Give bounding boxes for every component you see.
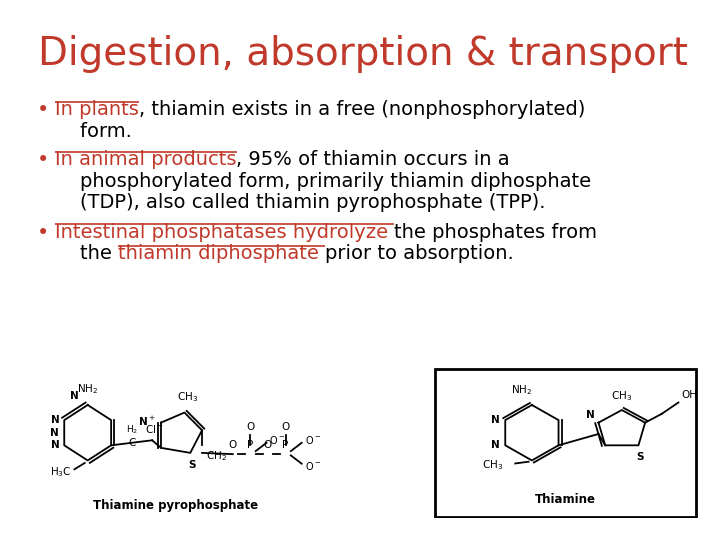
Text: •: • <box>37 100 49 120</box>
Text: the: the <box>55 244 118 264</box>
Text: Digestion, absorption & transport: Digestion, absorption & transport <box>38 35 688 73</box>
Text: form.: form. <box>55 122 132 141</box>
Text: the phosphates from: the phosphates from <box>395 222 598 241</box>
Text: C: C <box>128 438 135 448</box>
Text: N: N <box>490 415 499 425</box>
Text: phosphorylated form, primarily thiamin diphosphate: phosphorylated form, primarily thiamin d… <box>55 172 591 191</box>
Text: H$_3$C: H$_3$C <box>50 465 71 478</box>
Text: prior to absorption.: prior to absorption. <box>325 244 514 264</box>
Text: , thiamin exists in a free (nonphosphorylated): , thiamin exists in a free (nonphosphory… <box>139 100 585 119</box>
Text: NH$_2$: NH$_2$ <box>511 383 533 397</box>
Text: N: N <box>51 440 60 450</box>
Text: CH$_3$: CH$_3$ <box>482 458 503 472</box>
Text: CH$_3$: CH$_3$ <box>611 389 632 403</box>
Text: •: • <box>37 222 49 242</box>
Text: S: S <box>636 453 644 462</box>
Text: N: N <box>586 410 595 420</box>
Text: N: N <box>70 391 79 401</box>
Text: N: N <box>51 415 60 425</box>
Text: (TDP), also called thiamin pyrophosphate (TPP).: (TDP), also called thiamin pyrophosphate… <box>55 193 546 212</box>
Text: N: N <box>490 440 499 450</box>
Text: H$_2$: H$_2$ <box>125 423 138 436</box>
Text: P: P <box>282 440 289 450</box>
Text: O$^-$: O$^-$ <box>269 434 286 446</box>
Text: Intestinal phosphatases hydrolyze: Intestinal phosphatases hydrolyze <box>55 222 395 241</box>
Text: O: O <box>264 440 272 450</box>
Text: O$^-$: O$^-$ <box>305 460 320 472</box>
Text: O$^-$: O$^-$ <box>305 434 320 446</box>
Text: •: • <box>37 150 49 170</box>
Text: Thiamine: Thiamine <box>535 493 595 506</box>
Bar <box>435 369 696 517</box>
Text: N$^+$: N$^+$ <box>138 415 156 428</box>
Text: CH$_3$: CH$_3$ <box>176 390 198 404</box>
Text: , 95% of thiamin occurs in a: , 95% of thiamin occurs in a <box>236 150 510 169</box>
Text: OH: OH <box>682 390 698 400</box>
Text: O: O <box>282 422 289 432</box>
Text: O: O <box>229 440 237 450</box>
Text: Cl$^-$: Cl$^-$ <box>145 423 163 435</box>
Text: In plants: In plants <box>55 100 139 119</box>
Text: O: O <box>246 422 254 432</box>
Text: CH$_2$: CH$_2$ <box>207 449 228 463</box>
Text: thiamin diphosphate: thiamin diphosphate <box>118 244 325 264</box>
Text: N: N <box>50 428 58 438</box>
Text: NH$_2$: NH$_2$ <box>77 382 98 396</box>
Text: In animal products: In animal products <box>55 150 236 169</box>
Text: Thiamine pyrophosphate: Thiamine pyrophosphate <box>93 499 258 512</box>
Text: P: P <box>247 440 253 450</box>
Text: S: S <box>188 460 196 470</box>
